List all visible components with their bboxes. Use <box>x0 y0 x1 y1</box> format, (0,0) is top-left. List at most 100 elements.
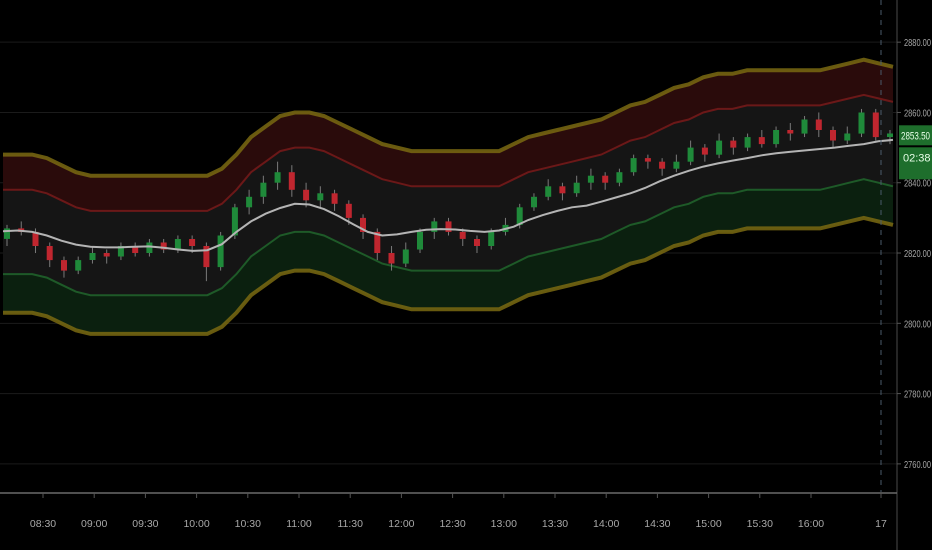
countdown-badge: 02:38 <box>899 147 932 180</box>
upper-band-fill <box>3 59 893 211</box>
candle-body-8 <box>117 246 124 257</box>
candle-48 <box>687 140 694 166</box>
price-tick-label-3: 2820.00 <box>904 248 931 260</box>
candle-body-49 <box>701 147 708 155</box>
candle-body-2 <box>32 231 39 246</box>
candle-55 <box>787 123 794 141</box>
lower-band-fill <box>3 179 893 334</box>
candle-body-54 <box>773 130 780 145</box>
candle-47 <box>673 154 680 173</box>
candle-body-6 <box>89 253 96 260</box>
candle-body-24 <box>345 203 352 218</box>
candle-body-62 <box>887 133 893 137</box>
candle-body-15 <box>217 235 224 268</box>
candle-44 <box>630 154 637 176</box>
candle-59 <box>844 126 851 145</box>
price-tick-label-0: 2880.00 <box>904 37 931 49</box>
candle-body-13 <box>189 239 196 246</box>
candle-body-46 <box>659 161 666 169</box>
candle-58 <box>830 126 836 148</box>
time-tick-label-3: 10:00 <box>183 518 209 530</box>
candle-39 <box>559 182 566 201</box>
candle-body-45 <box>644 158 651 162</box>
last-price-badge: 2853.50 <box>899 125 932 146</box>
candle-21 <box>303 182 310 208</box>
candle-5 <box>75 256 82 275</box>
candle-19 <box>274 161 281 190</box>
candle-body-19 <box>274 172 281 183</box>
price-tick-label-1: 2860.00 <box>904 107 931 119</box>
time-tick-label-14: 15:30 <box>747 518 773 530</box>
candle-49 <box>701 144 708 162</box>
candle-body-12 <box>174 239 181 250</box>
candle-body-60 <box>858 112 865 134</box>
time-tick-label-13: 15:00 <box>695 518 721 530</box>
candlestick-series <box>4 108 893 282</box>
candle-60 <box>858 108 865 138</box>
lower-inner-band-line <box>3 178 894 297</box>
candle-11 <box>160 238 167 254</box>
candle-body-58 <box>830 130 836 141</box>
candle-3 <box>46 242 53 268</box>
candle-6 <box>89 246 96 264</box>
upper-outer-band-line <box>3 57 894 178</box>
envelope-bands <box>3 57 894 336</box>
candle-body-23 <box>331 193 338 204</box>
candle-body-17 <box>246 196 253 208</box>
candle-17 <box>246 189 253 215</box>
candle-31 <box>445 217 452 236</box>
candle-body-55 <box>787 130 794 134</box>
time-axis[interactable]: 08:30 09:00 09:30 10:00 10:30 11:00 11:30 12:00… <box>30 493 887 530</box>
candle-body-26 <box>374 231 381 253</box>
candle-body-42 <box>602 175 609 183</box>
candle-body-20 <box>288 172 295 190</box>
candle-62 <box>887 130 893 145</box>
candle-52 <box>744 133 751 152</box>
time-tick-label-2: 09:30 <box>132 518 158 530</box>
candle-body-34 <box>488 231 495 246</box>
time-tick-label-1: 09:00 <box>81 518 107 530</box>
price-tick-label-5: 2780.00 <box>904 389 931 401</box>
candle-10 <box>146 238 153 257</box>
candle-20 <box>288 165 295 197</box>
candle-body-32 <box>459 231 466 239</box>
candle-body-31 <box>445 221 452 232</box>
candle-18 <box>260 175 267 204</box>
time-tick-label-4: 10:30 <box>235 518 261 530</box>
candle-body-50 <box>716 140 723 155</box>
candle-body-10 <box>146 242 153 253</box>
candle-body-43 <box>616 172 623 183</box>
candle-37 <box>531 193 537 211</box>
candle-body-3 <box>46 246 53 261</box>
time-tick-label-5: 11:00 <box>286 518 312 530</box>
candle-61 <box>872 108 879 141</box>
time-tick-label-16: 17 <box>875 518 887 530</box>
price-tick-label-6: 2760.00 <box>904 459 931 471</box>
candle-body-30 <box>431 221 438 232</box>
candle-body-9 <box>132 246 139 253</box>
candle-body-7 <box>103 253 110 257</box>
time-tick-label-6: 11:30 <box>337 518 363 530</box>
candle-22 <box>317 186 324 208</box>
candle-body-47 <box>673 161 680 169</box>
time-tick-label-0: 08:30 <box>30 518 56 530</box>
moving-average-path <box>2 138 894 252</box>
time-tick-label-15: 16:00 <box>798 518 824 530</box>
candle-body-52 <box>744 137 751 148</box>
candle-body-11 <box>160 242 167 250</box>
time-tick-label-11: 14:00 <box>593 518 619 530</box>
candle-28 <box>402 242 409 268</box>
candle-body-59 <box>844 133 851 141</box>
candle-50 <box>716 133 723 159</box>
candle-body-14 <box>203 246 210 268</box>
candle-body-33 <box>474 239 480 246</box>
candle-29 <box>417 228 423 254</box>
candle-56 <box>801 115 808 138</box>
price-axis[interactable]: 2880.00 2860.00 2840.00 2820.00 2800.00 2780.… <box>897 37 931 471</box>
candle-57 <box>815 112 822 138</box>
candle-54 <box>773 126 780 148</box>
candle-25 <box>360 214 366 239</box>
candle-27 <box>388 246 395 271</box>
candle-body-38 <box>545 186 552 197</box>
